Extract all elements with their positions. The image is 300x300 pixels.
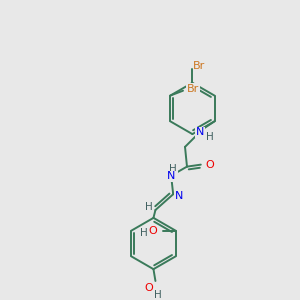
Text: H: H <box>145 202 152 212</box>
Text: N: N <box>196 127 204 137</box>
Text: Br: Br <box>193 61 206 71</box>
Text: H: H <box>154 290 161 300</box>
Text: Br: Br <box>187 84 199 94</box>
Text: O: O <box>148 226 158 236</box>
Text: N: N <box>167 172 176 182</box>
Text: O: O <box>205 160 214 170</box>
Text: H: H <box>169 164 177 174</box>
Text: N: N <box>175 191 183 201</box>
Text: O: O <box>144 283 153 293</box>
Text: H: H <box>206 132 214 142</box>
Text: H: H <box>140 228 148 238</box>
